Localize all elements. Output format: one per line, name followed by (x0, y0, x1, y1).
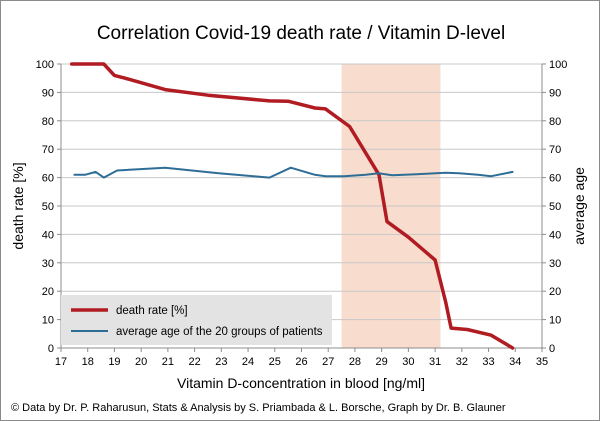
y-tick-label-right: 10 (549, 315, 561, 327)
x-tick-label: 29 (376, 356, 388, 368)
credit-line: © Data by Dr. P. Raharusun, Stats & Anal… (11, 402, 506, 414)
y-tick-label-right: 80 (549, 116, 561, 128)
x-tick-label: 22 (188, 356, 200, 368)
y-tick-label-right: 60 (549, 173, 561, 185)
y-tick-label-left: 10 (42, 315, 54, 327)
y-tick-label-right: 20 (549, 286, 561, 298)
grid-layer (61, 63, 542, 321)
x-tick-label: 35 (536, 356, 548, 368)
legend: death rate [%] average age of the 20 gro… (61, 295, 332, 345)
x-tick-label: 19 (108, 356, 120, 368)
y-tick-label-left: 50 (42, 201, 54, 213)
y-axis-right-label: average age (571, 167, 587, 245)
x-tick-label: 33 (482, 356, 494, 368)
y-tick-label-right: 100 (549, 59, 567, 71)
x-tick-label: 17 (55, 356, 67, 368)
series-line-death-rate (69, 62, 515, 350)
y-tick-label-right: 90 (549, 87, 561, 99)
y-tick-label-left: 20 (42, 286, 54, 298)
y-tick-label-right: 40 (549, 229, 561, 241)
x-tick-label: 28 (349, 356, 361, 368)
y-tick-label-right: 0 (549, 343, 555, 355)
y-tick-label-left: 80 (42, 116, 54, 128)
y-tick-label-left: 40 (42, 229, 54, 241)
y-tick-label-left: 90 (42, 87, 54, 99)
y-tick-label-right: 70 (549, 144, 561, 156)
series-layer (69, 62, 515, 350)
x-tick-label: 20 (135, 356, 147, 368)
series-line-average-age (73, 166, 514, 179)
x-tick-label: 32 (456, 356, 468, 368)
x-tick-label: 30 (402, 356, 414, 368)
y-tick-label-right: 50 (549, 201, 561, 213)
y-tick-label-right: 30 (549, 258, 561, 270)
x-tick-label: 34 (509, 356, 521, 368)
y-tick-label-left: 70 (42, 144, 54, 156)
y-tick-label-left: 0 (48, 343, 54, 355)
y-tick-label-left: 100 (36, 59, 54, 71)
x-tick-label: 25 (269, 356, 281, 368)
x-tick-label: 23 (215, 356, 227, 368)
x-tick-label: 31 (429, 356, 441, 368)
legend-background (61, 295, 332, 345)
x-tick-label: 27 (322, 356, 334, 368)
y-tick-label-left: 60 (42, 173, 54, 185)
legend-label-average-age: average age of the 20 groups of patients (116, 326, 323, 338)
y-tick-label-left: 30 (42, 258, 54, 270)
x-tick-label: 18 (82, 356, 94, 368)
x-tick-label: 26 (295, 356, 307, 368)
x-tick-label: 21 (162, 356, 174, 368)
chart-title: Correlation Covid-19 death rate / Vitami… (97, 23, 505, 44)
x-axis-label: Vitamin D-concentration in blood [ng/ml] (177, 375, 425, 391)
legend-label-death-rate: death rate [%] (116, 305, 188, 317)
x-tick-label: 24 (242, 356, 254, 368)
y-axis-left-label: death rate [%] (10, 162, 26, 249)
